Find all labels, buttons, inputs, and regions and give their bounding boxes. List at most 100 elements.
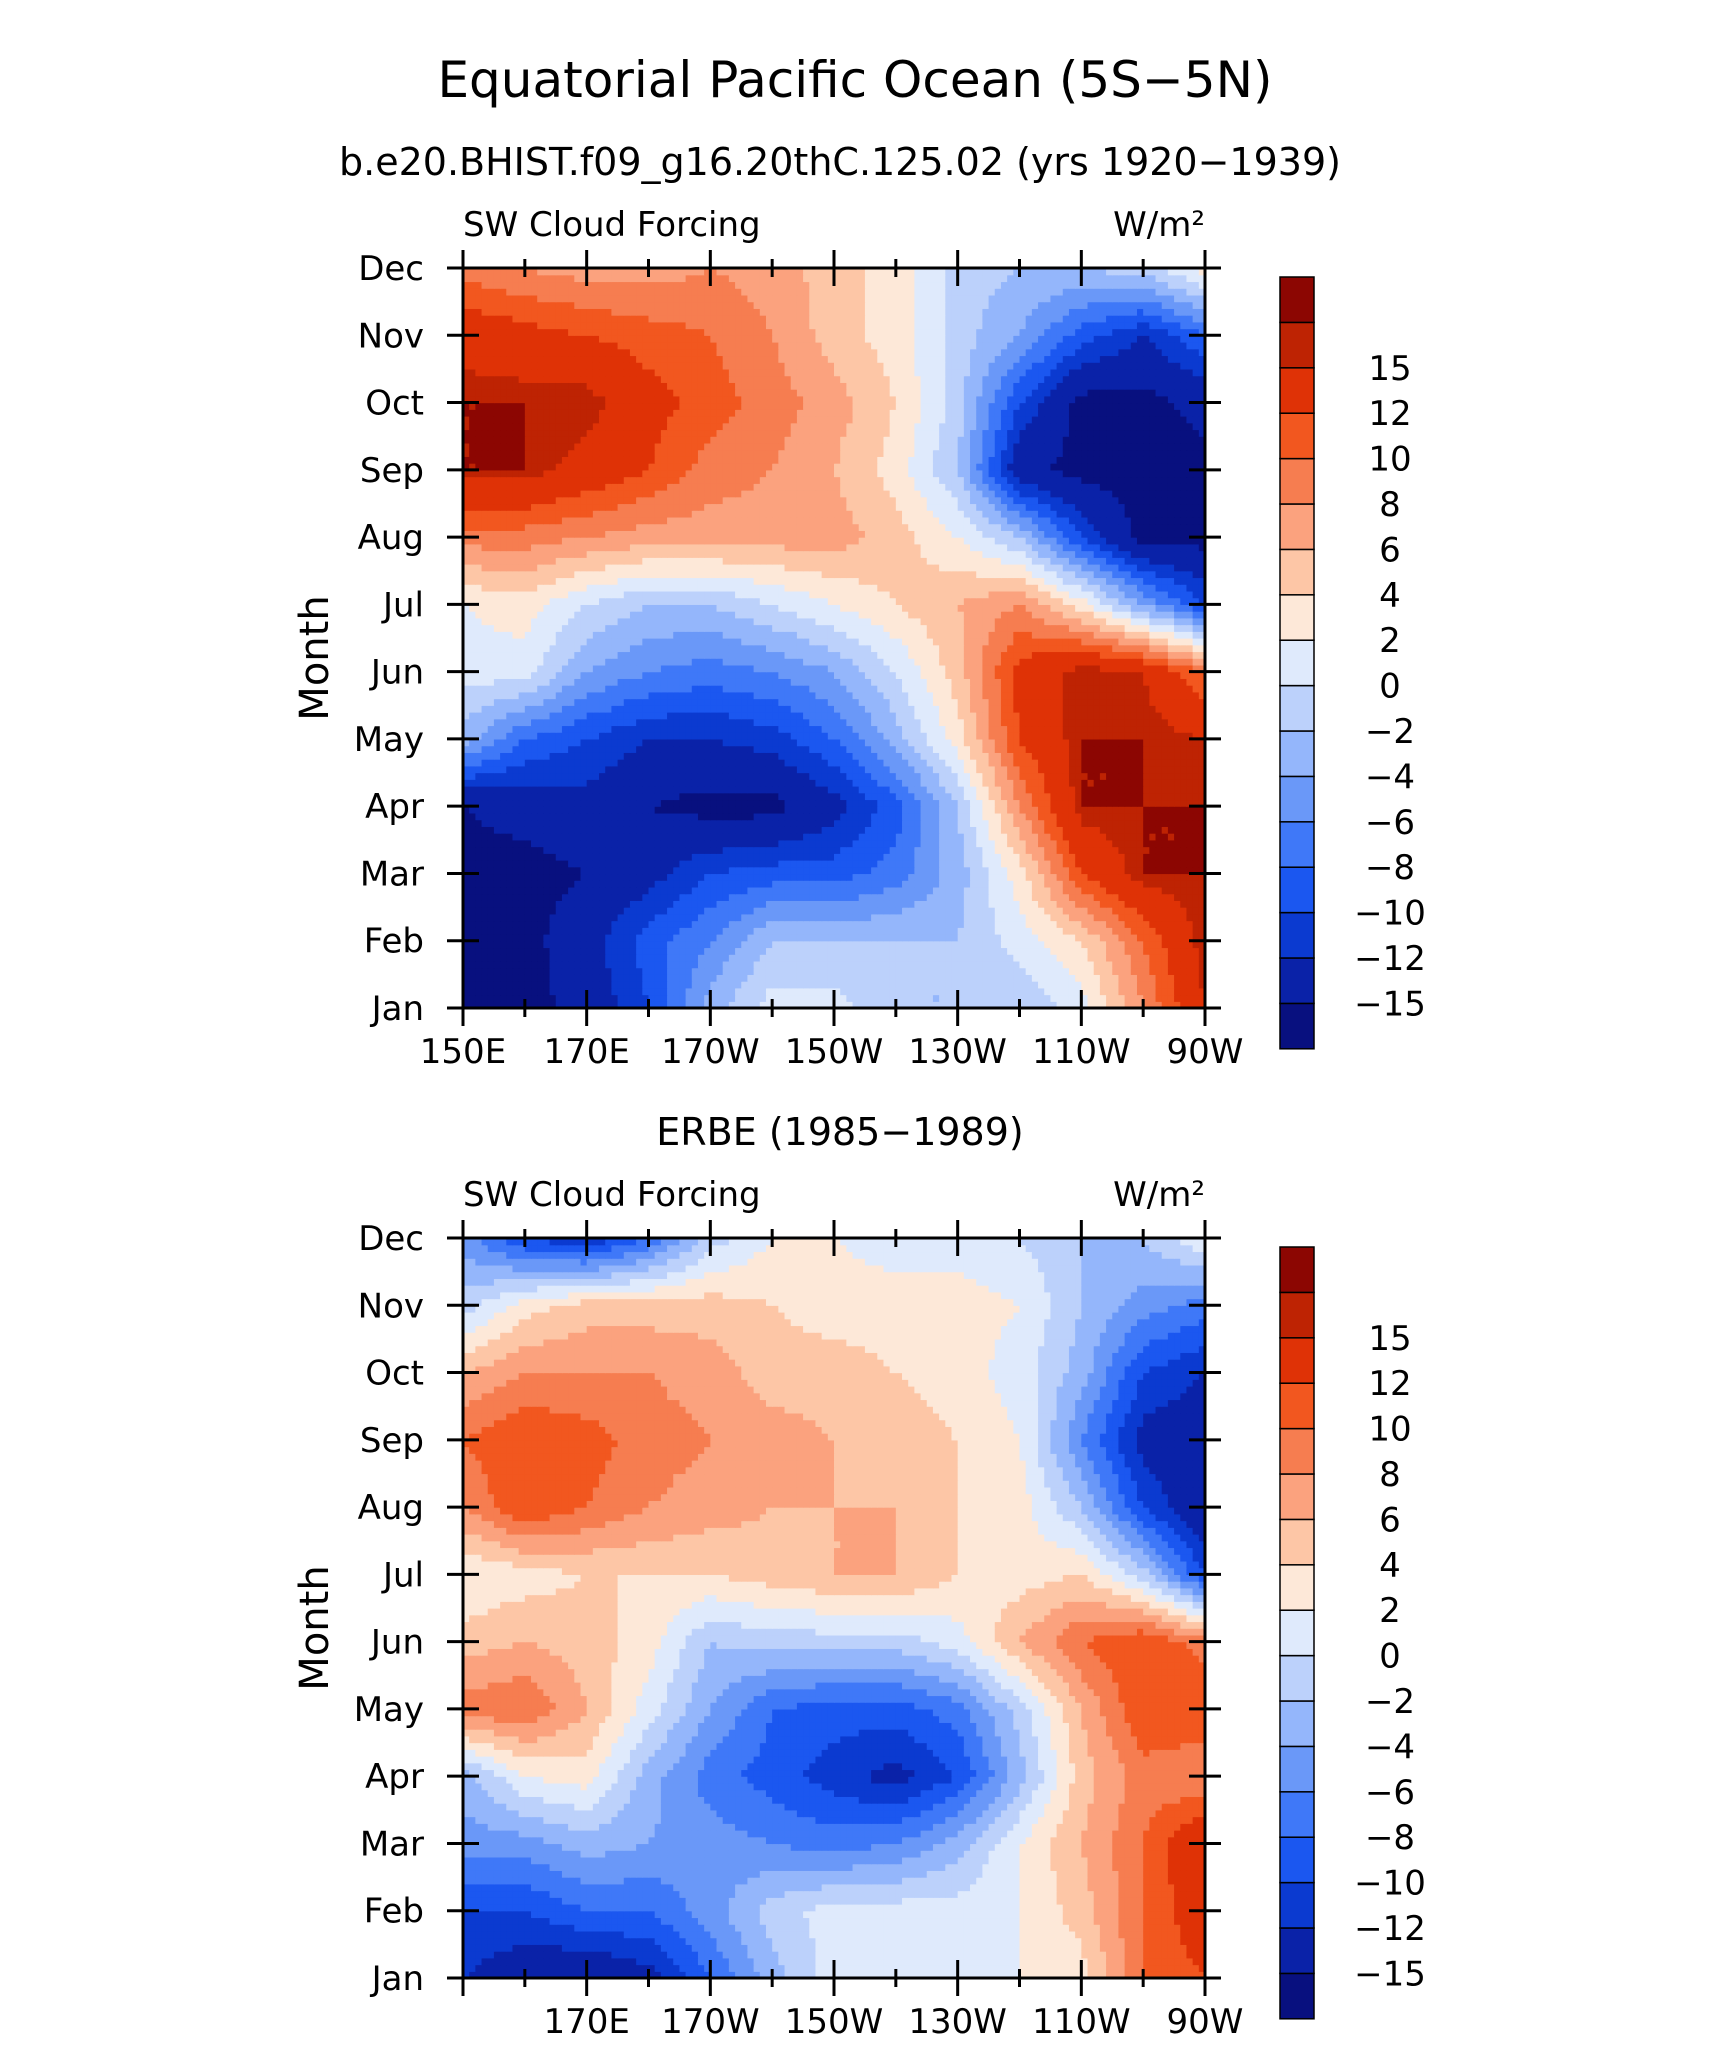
field-cell [846, 921, 853, 928]
field-cell [1032, 921, 1039, 928]
field-cell [679, 934, 686, 941]
field-cell [989, 880, 996, 887]
field-cell [1032, 813, 1039, 820]
field-cell [871, 914, 878, 921]
field-cell [531, 995, 538, 1002]
field-cell [945, 974, 952, 981]
field-cell [605, 806, 612, 813]
field-cell [964, 907, 971, 914]
field-cell [828, 873, 835, 880]
field-cell [735, 739, 742, 746]
field-cell [772, 833, 779, 840]
field-cell [469, 914, 476, 921]
field-cell [951, 820, 958, 827]
field-cell [525, 927, 532, 934]
field-cell [785, 773, 792, 780]
field-cell [1044, 786, 1051, 793]
field-cell [506, 961, 513, 968]
field-cell [914, 752, 921, 759]
field-cell [846, 746, 853, 753]
field-cell [741, 968, 748, 975]
field-cell [1131, 894, 1138, 901]
field-cell [692, 873, 699, 880]
field-cell [525, 947, 532, 954]
field-cell [939, 752, 946, 759]
field-cell [494, 887, 501, 894]
field-cell [1069, 914, 1076, 921]
field-cell [1125, 766, 1132, 773]
field-cell [1075, 813, 1082, 820]
field-cell [964, 840, 971, 847]
field-cell [964, 759, 971, 766]
field-cell [1143, 833, 1150, 840]
field-cell [1131, 900, 1138, 907]
field-cell [883, 752, 890, 759]
field-cell [834, 847, 841, 854]
field-cell [618, 732, 625, 739]
field-cell [1032, 894, 1039, 901]
field-cell [1038, 914, 1045, 921]
field-cell [945, 739, 952, 746]
field-cell [1143, 840, 1150, 847]
field-cell [914, 941, 921, 948]
field-cell [951, 813, 958, 820]
field-cell [865, 907, 872, 914]
field-cell [754, 833, 761, 840]
field-cell [1057, 759, 1064, 766]
field-cell [995, 779, 1002, 786]
field-cell [927, 766, 934, 773]
field-cell [1094, 894, 1101, 901]
field-cell [766, 941, 773, 948]
field-cell [537, 820, 544, 827]
field-cell [556, 968, 563, 975]
field-cell [822, 799, 829, 806]
field-cell [964, 732, 971, 739]
field-cell [605, 921, 612, 928]
field-cell [704, 766, 711, 773]
field-cell [556, 867, 563, 874]
field-cell [1106, 853, 1113, 860]
field-cell [1007, 739, 1014, 746]
field-cell [989, 914, 996, 921]
field-cell [1088, 873, 1095, 880]
field-cell [1180, 968, 1187, 975]
field-cell [939, 860, 946, 867]
field-cell [883, 860, 890, 867]
field-cell [778, 941, 785, 948]
field-cell [865, 752, 872, 759]
field-cell [649, 860, 656, 867]
field-cell [772, 847, 779, 854]
field-cell [809, 995, 816, 1002]
field-cell [964, 995, 971, 1002]
field-cell [828, 746, 835, 753]
field-cell [519, 759, 526, 766]
field-cell [1125, 961, 1132, 968]
field-cell [908, 793, 915, 800]
field-cell [921, 779, 928, 786]
field-cell [1081, 773, 1088, 780]
field-cell [982, 773, 989, 780]
field-cell [624, 773, 631, 780]
field-cell [488, 739, 495, 746]
field-cell [543, 773, 550, 780]
field-cell [1100, 799, 1107, 806]
field-cell [1057, 860, 1064, 867]
field-cell [1137, 914, 1144, 921]
field-cell [1186, 914, 1193, 921]
field-cell [605, 820, 612, 827]
field-cell [1013, 887, 1020, 894]
field-cell [785, 968, 792, 975]
field-cell [550, 921, 557, 928]
field-cell [976, 739, 983, 746]
field-cell [902, 974, 909, 981]
field-cell [766, 900, 773, 907]
field-cell [469, 752, 476, 759]
field-cell [1193, 954, 1200, 961]
field-cell [537, 853, 544, 860]
field-cell [785, 806, 792, 813]
field-cell [1180, 900, 1187, 907]
field-cell [1032, 954, 1039, 961]
field-cell [698, 887, 705, 894]
field-cell [1174, 826, 1181, 833]
field-cell [568, 820, 575, 827]
